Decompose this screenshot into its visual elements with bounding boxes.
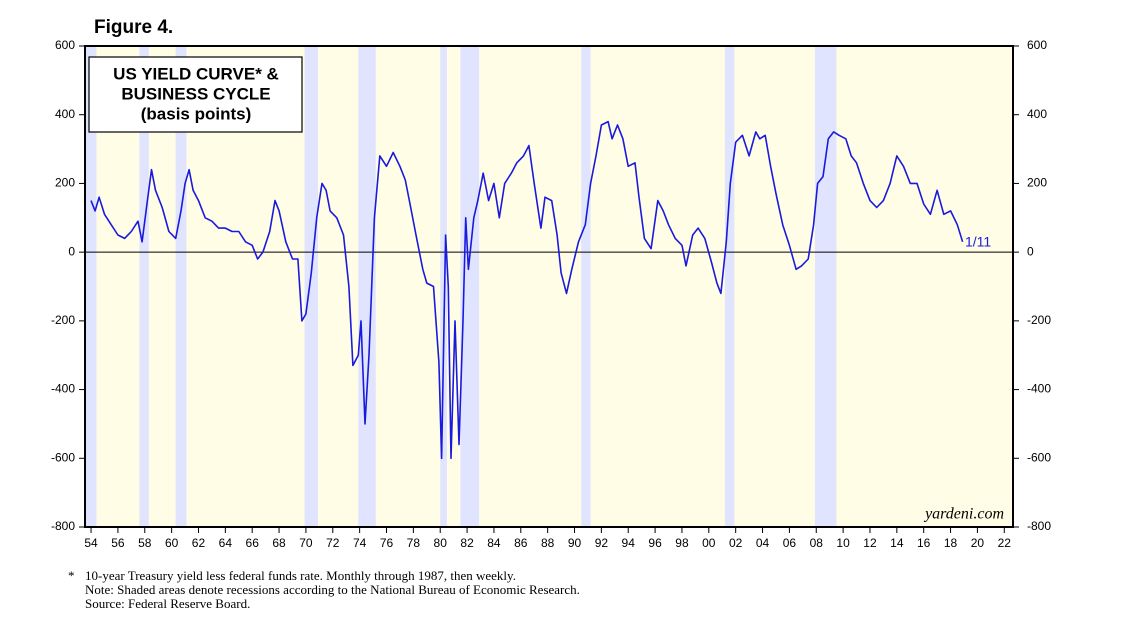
- x-tick-label: 58: [138, 536, 152, 550]
- y-tick-label: -200: [51, 313, 75, 327]
- x-tick-label: 80: [434, 536, 448, 550]
- x-tick-label: 60: [165, 536, 179, 550]
- footnote: Note: Shaded areas denote recessions acc…: [85, 582, 580, 597]
- recession-band: [814, 46, 837, 527]
- y-tick-label: -800: [51, 519, 75, 533]
- x-tick-label: 72: [326, 536, 340, 550]
- x-tick-label: 70: [299, 536, 313, 550]
- x-tick-label: 94: [622, 536, 636, 550]
- x-tick-label: 84: [487, 536, 501, 550]
- x-tick-label: 18: [944, 536, 958, 550]
- x-tick-label: 16: [917, 536, 931, 550]
- y2-tick-label: -800: [1027, 519, 1051, 533]
- recession-band: [724, 46, 735, 527]
- footnote: Source: Federal Reserve Board.: [85, 596, 250, 611]
- y2-tick-label: 400: [1027, 107, 1047, 121]
- recession-band: [175, 46, 187, 527]
- recession-band: [139, 46, 149, 527]
- x-tick-label: 68: [272, 536, 286, 550]
- recession-band: [358, 46, 376, 527]
- x-tick-label: 78: [407, 536, 421, 550]
- x-tick-label: 02: [729, 536, 743, 550]
- chart-title: BUSINESS CYCLE: [121, 84, 270, 103]
- x-tick-label: 86: [514, 536, 528, 550]
- watermark: yardeni.com: [923, 506, 1004, 523]
- x-tick-label: 88: [541, 536, 555, 550]
- chart-title: US YIELD CURVE* &: [113, 64, 279, 83]
- series-line: [90, 120, 964, 460]
- x-tick-label: 96: [648, 536, 662, 550]
- y-tick-label: 200: [55, 176, 75, 190]
- y-tick-label: -400: [51, 382, 75, 396]
- recession-band: [440, 46, 447, 527]
- y-tick-label: -600: [51, 450, 75, 464]
- y2-tick-label: 0: [1027, 244, 1034, 258]
- footnote-marker: *: [68, 568, 75, 583]
- figure-label: Figure 4.: [94, 17, 173, 38]
- annotation: 1/11: [965, 234, 991, 250]
- x-tick-label: 12: [863, 536, 877, 550]
- y2-tick-label: -600: [1027, 450, 1051, 464]
- x-tick-label: 74: [353, 536, 367, 550]
- x-tick-label: 82: [460, 536, 474, 550]
- y-tick-label: 600: [55, 38, 75, 52]
- chart-title: (basis points): [141, 104, 252, 123]
- recession-band: [304, 46, 319, 527]
- plot-frame: [84, 45, 1014, 528]
- x-tick-label: 08: [810, 536, 824, 550]
- y-tick-label: 0: [68, 244, 75, 258]
- x-tick-label: 10: [836, 536, 850, 550]
- recession-band: [460, 46, 480, 527]
- y2-tick-label: 600: [1027, 38, 1047, 52]
- x-tick-label: 00: [702, 536, 716, 550]
- x-tick-label: 04: [756, 536, 770, 550]
- x-tick-label: 06: [783, 536, 797, 550]
- x-tick-label: 62: [192, 536, 206, 550]
- x-tick-label: 90: [568, 536, 582, 550]
- y2-tick-label: -200: [1027, 313, 1051, 327]
- x-tick-label: 66: [246, 536, 260, 550]
- title-box: [88, 56, 303, 133]
- y2-tick-label: -400: [1027, 382, 1051, 396]
- y-tick-label: 400: [55, 107, 75, 121]
- x-tick-label: 22: [998, 536, 1012, 550]
- footnote: 10-year Treasury yield less federal fund…: [85, 568, 516, 583]
- x-tick-label: 56: [111, 536, 125, 550]
- y2-tick-label: 200: [1027, 176, 1047, 190]
- x-tick-label: 20: [971, 536, 985, 550]
- x-tick-label: 98: [675, 536, 689, 550]
- x-tick-label: 64: [219, 536, 233, 550]
- x-tick-label: 92: [595, 536, 609, 550]
- x-tick-label: 54: [84, 536, 98, 550]
- x-tick-label: 14: [890, 536, 904, 550]
- x-tick-label: 76: [380, 536, 394, 550]
- recession-band: [581, 46, 591, 527]
- recession-band: [85, 46, 97, 527]
